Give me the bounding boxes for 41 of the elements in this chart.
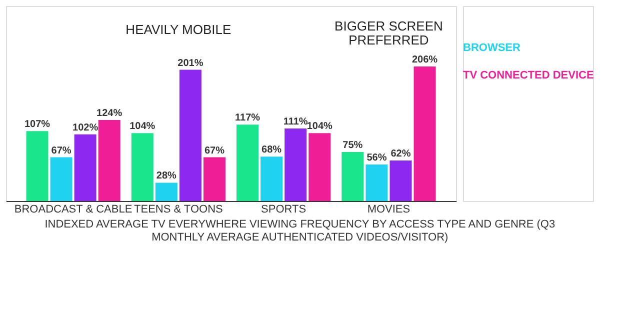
text: TV CONNECTED DEVICE (463, 70, 594, 82)
bar (366, 164, 388, 201)
data-label: 67% (204, 145, 225, 156)
bar (74, 134, 96, 201)
data-label: 62% (390, 148, 411, 160)
x-tick-label: MOVIES (367, 204, 410, 216)
x-tick-label: SPORTS (261, 204, 306, 216)
data-label: 67% (51, 145, 72, 156)
bar (342, 152, 364, 201)
bar (203, 157, 226, 201)
x-tick-label: BROADCAST & CABLE (14, 204, 132, 216)
bar (179, 70, 202, 201)
bar (390, 160, 412, 201)
bar (414, 66, 436, 201)
bar (98, 120, 120, 201)
bar (284, 128, 307, 201)
data-label: 102% (72, 122, 98, 134)
data-label: 124% (96, 108, 122, 120)
data-label: 206% (412, 54, 438, 66)
data-label: 28% (156, 170, 177, 182)
bar (236, 124, 259, 201)
bar (308, 133, 331, 201)
data-label: 201% (178, 58, 204, 69)
bar (155, 182, 178, 201)
bar (131, 133, 154, 201)
x-tick-label: TEENS & TOONS (134, 204, 223, 216)
bar (260, 156, 283, 201)
data-label: 56% (366, 152, 387, 164)
data-label: 104% (130, 121, 156, 132)
data-label: 75% (342, 140, 363, 152)
data-label: 117% (235, 112, 260, 124)
text: BROWSER (463, 42, 520, 54)
data-label: 107% (24, 119, 50, 130)
bar (26, 131, 48, 201)
data-label: 68% (262, 144, 282, 156)
data-label: 111% (283, 116, 308, 128)
text: INDEXED AVERAGE TV EVERYWHERE VIEWING FREQUENCY BY ACCESS TYPE AND GENRE (Q3 MONTHLY AVERAGE AUTHENTICATED VIDEOS/VISITOR) (44, 218, 556, 244)
data-label: 104% (306, 121, 333, 132)
text: HEAVILY MOBILE (126, 22, 232, 37)
text: BIGGER SCREEN PREFERRED (334, 18, 443, 48)
bar (50, 157, 72, 201)
